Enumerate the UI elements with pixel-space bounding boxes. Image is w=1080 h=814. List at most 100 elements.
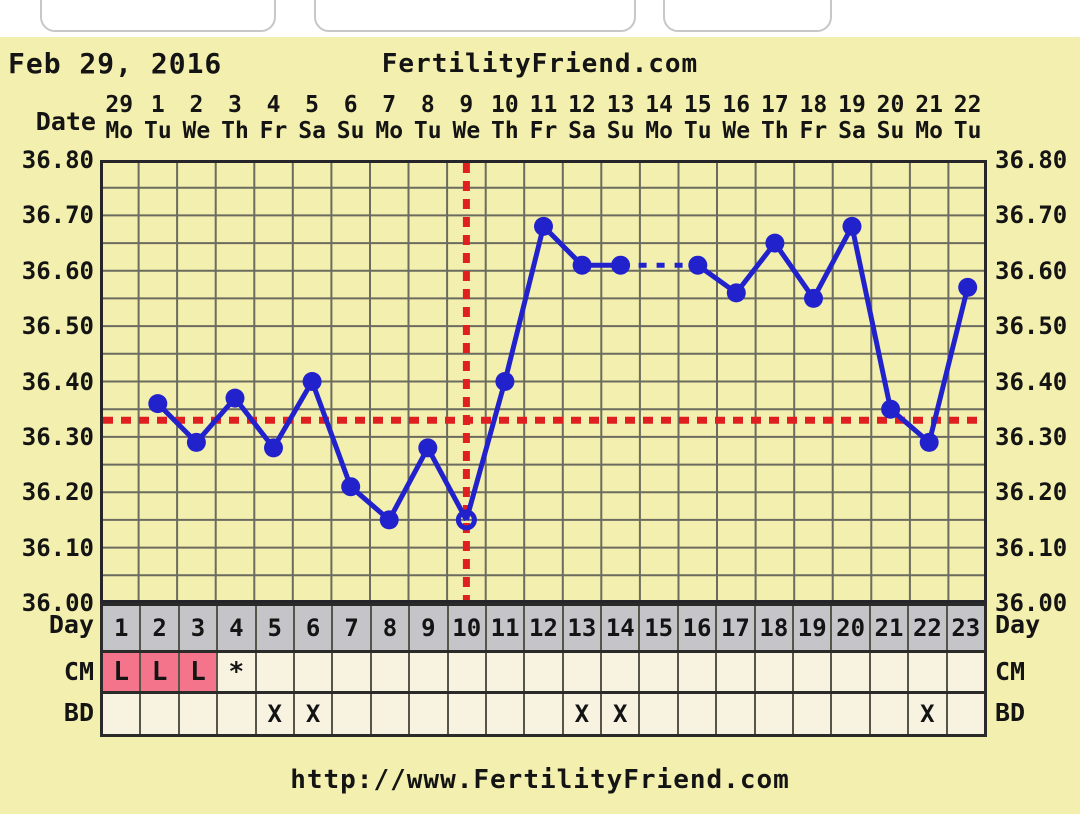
day-cell: 20 xyxy=(832,606,871,650)
bd-cell: X xyxy=(563,694,603,734)
date-cell: 29 Mo xyxy=(105,92,134,144)
day-cell: 19 xyxy=(794,606,833,650)
day-cell: 1 xyxy=(103,606,142,650)
date-cell: 9 We xyxy=(452,92,481,144)
data-point xyxy=(302,372,322,391)
ytick-left: 36.10 xyxy=(21,533,94,562)
data-point xyxy=(958,277,978,297)
date-cell: 17 Th xyxy=(760,92,789,144)
cm-cell xyxy=(755,653,795,691)
cm-cell xyxy=(794,653,833,691)
bd-cell xyxy=(333,694,372,734)
bd-cell xyxy=(103,694,142,734)
day-cell: 11 xyxy=(486,606,526,650)
cm-cell xyxy=(525,653,564,691)
ytick-left: 36.80 xyxy=(21,146,94,174)
bd-cell xyxy=(832,694,871,734)
day-cell: 13 xyxy=(563,606,603,650)
cm-cell xyxy=(371,653,411,691)
data-point xyxy=(148,394,168,414)
ytick-right: 36.20 xyxy=(995,478,1068,507)
toolbar-control-1[interactable] xyxy=(40,0,276,32)
bd-cell xyxy=(141,694,180,734)
cm-cell: * xyxy=(218,653,257,691)
ytick-left: 36.60 xyxy=(21,256,94,285)
bd-cell xyxy=(410,694,449,734)
ytick-right: 36.40 xyxy=(995,367,1068,396)
data-point xyxy=(688,255,708,275)
toolbar-control-2[interactable] xyxy=(314,0,636,32)
top-toolbar xyxy=(0,0,1080,37)
cm-cell: L xyxy=(103,653,142,691)
cm-cell xyxy=(678,653,718,691)
cm-cell xyxy=(563,653,603,691)
date-cell: 1 Tu xyxy=(143,92,172,144)
data-point xyxy=(919,432,939,452)
data-point xyxy=(611,255,631,275)
bd-cell xyxy=(947,694,984,734)
row-label-left: Day xyxy=(48,610,94,639)
data-point xyxy=(379,510,399,530)
day-cell: 7 xyxy=(333,606,372,650)
data-point xyxy=(804,288,823,308)
ytick-right: 36.60 xyxy=(995,256,1068,285)
date-cell: 13 Su xyxy=(606,92,635,144)
plot-border xyxy=(100,160,987,603)
cm-cell xyxy=(448,653,487,691)
data-point xyxy=(572,255,592,275)
day-cell: 6 xyxy=(294,606,334,650)
date-cell: 21 Mo xyxy=(915,92,943,144)
bd-cell: X xyxy=(909,694,948,734)
row-label-left: BD xyxy=(63,698,94,727)
date-cell: 3 Th xyxy=(221,92,249,144)
row-cm: L L L * xyxy=(103,653,984,694)
data-point xyxy=(264,438,283,458)
footer-url: http://www.FertilityFriend.com xyxy=(290,765,790,795)
temperature-line xyxy=(156,224,971,522)
cm-cell xyxy=(333,653,372,691)
day-cell: 2 xyxy=(141,606,180,650)
ytick-right: 36.30 xyxy=(995,422,1068,451)
chart-date: Feb 29, 2016 xyxy=(8,47,223,80)
data-point xyxy=(225,388,245,408)
data-point xyxy=(726,283,746,303)
day-cell: 10 xyxy=(448,606,487,650)
chart-table: 1 2 3 4 5 6 7 8 9 10 11 12 13 14 15 16 17 18 19 20 21 22 23 L L L… xyxy=(100,603,987,737)
toolbar-control-3[interactable] xyxy=(663,0,832,32)
bd-cell: X xyxy=(602,694,641,734)
cm-cell xyxy=(486,653,526,691)
day-cell: 3 xyxy=(179,606,219,650)
day-cell: 15 xyxy=(640,606,679,650)
fertility-chart: Feb 29, 2016 FertilityFriend.com Date 29… xyxy=(0,37,1080,814)
data-point xyxy=(495,372,515,391)
bd-cell xyxy=(794,694,833,734)
bd-cell xyxy=(179,694,219,734)
cm-cell: L xyxy=(179,653,219,691)
bd-cell xyxy=(717,694,756,734)
day-cell: 18 xyxy=(755,606,795,650)
bd-cell xyxy=(870,694,910,734)
bd-cell: X xyxy=(256,694,295,734)
cm-cell xyxy=(640,653,679,691)
row-label-left: CM xyxy=(63,657,94,686)
date-cell: 2 We xyxy=(182,92,211,144)
ytick-right: 36.10 xyxy=(995,533,1068,562)
date-cell: 15 Tu xyxy=(683,92,712,144)
data-point xyxy=(341,477,361,497)
bd-cell xyxy=(448,694,487,734)
row-label-right: CM xyxy=(995,657,1026,686)
temperature-plot xyxy=(100,160,987,603)
ytick-right: 36.00 xyxy=(995,589,1068,617)
date-cell: 5 Sa xyxy=(298,92,326,144)
date-cell: 8 Tu xyxy=(413,92,442,144)
row-label-right: Day xyxy=(995,610,1041,639)
day-cell: 22 xyxy=(909,606,948,650)
bd-cell xyxy=(525,694,564,734)
data-point xyxy=(418,438,438,458)
date-cell: 18 Fr xyxy=(799,92,828,144)
cm-cell xyxy=(832,653,871,691)
cm-cell: L xyxy=(141,653,180,691)
bd-cell xyxy=(678,694,718,734)
data-point-open xyxy=(455,509,477,531)
